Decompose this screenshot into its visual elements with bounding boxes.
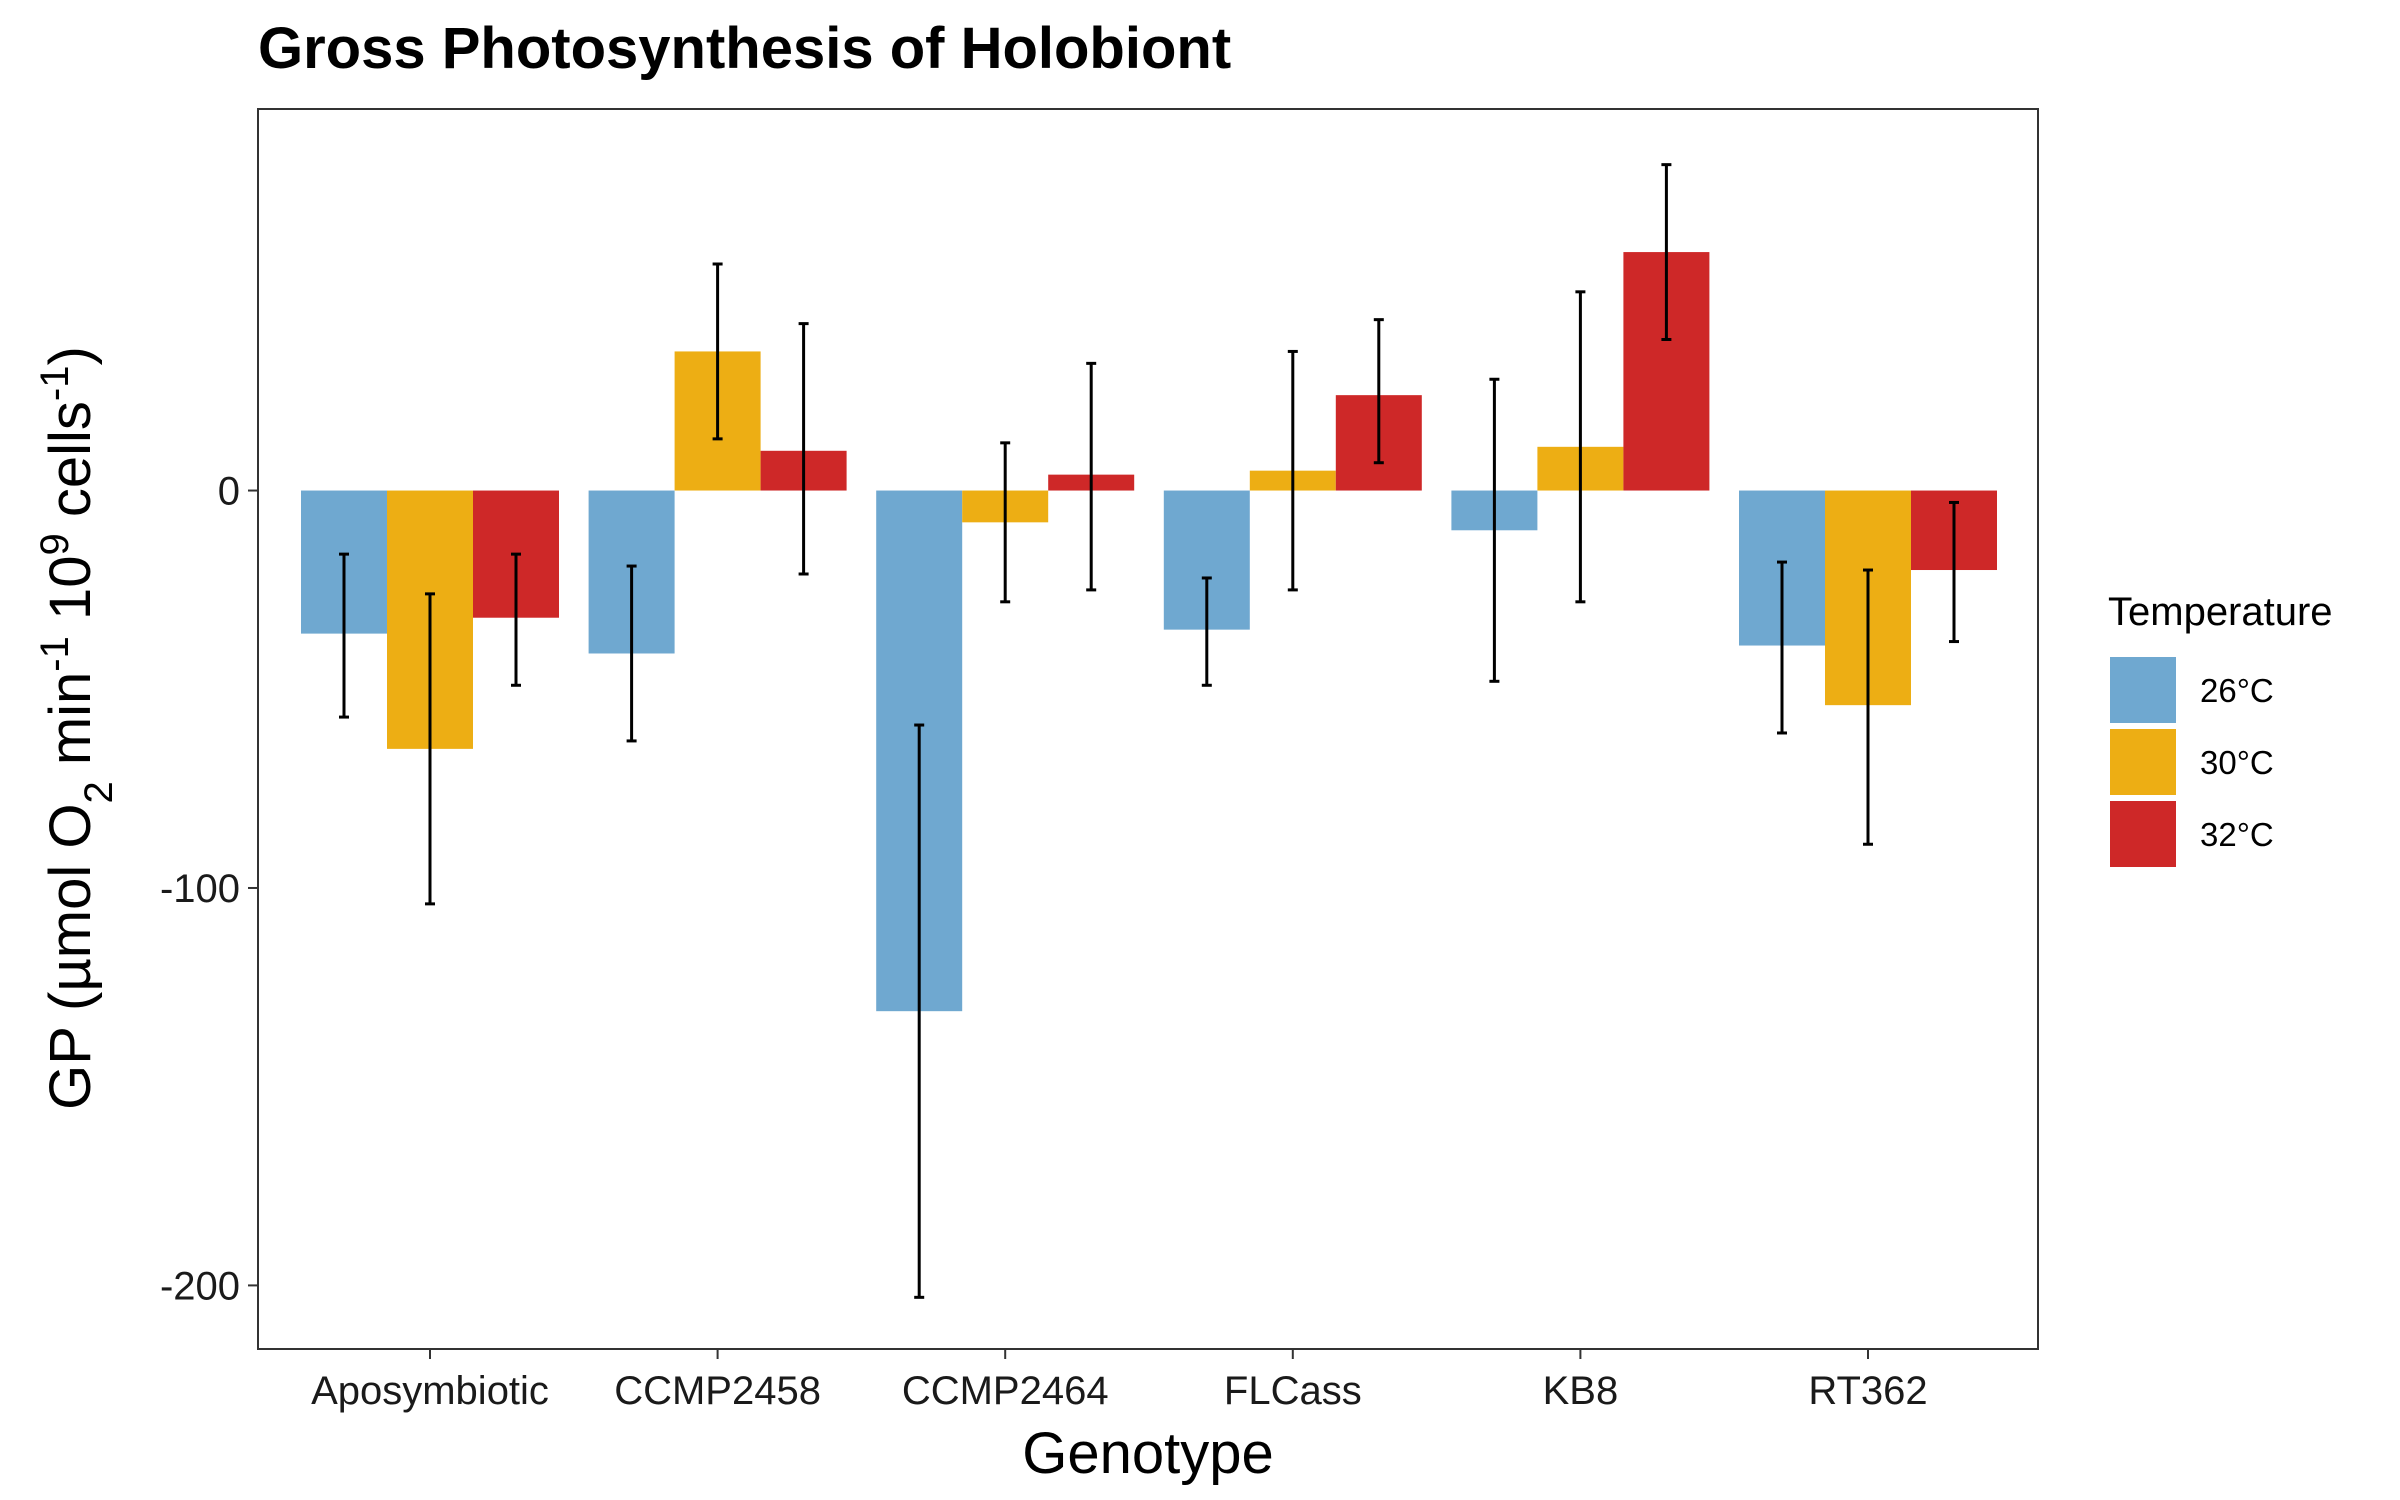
- y-title-cells-superscript: -1: [33, 366, 77, 402]
- x-tick-label: CCMP2464: [902, 1369, 1109, 1413]
- legend-label-1: 30°C: [2200, 744, 2274, 781]
- plot-panel-border: [257, 108, 2039, 1350]
- legend-label-2: 32°C: [2200, 816, 2274, 853]
- x-tick-label: RT362: [1808, 1369, 1927, 1413]
- y-title-prefix: GP (µmol O: [38, 804, 103, 1110]
- y-axis: 0 -100 -200: [160, 470, 258, 1308]
- y-tick-label: -200: [160, 1264, 240, 1308]
- y-axis-title: GP (µmol O2 min-1 109 cells-1): [33, 346, 121, 1110]
- legend-label-0: 26°C: [2200, 672, 2274, 709]
- y-title-cells: cells: [38, 401, 103, 533]
- x-tick-label: KB8: [1543, 1369, 1619, 1413]
- legend-title: Temperature: [2108, 590, 2333, 634]
- y-title-ten-superscript: 9: [33, 533, 77, 555]
- y-title-min-superscript: -1: [33, 636, 77, 672]
- legend-swatch-1: [2110, 729, 2176, 795]
- y-title-o2-subscript: 2: [77, 781, 121, 803]
- y-tick-label: -100: [160, 867, 240, 911]
- y-title-min: min: [38, 672, 103, 782]
- y-title-suffix: ): [38, 346, 103, 365]
- y-title-ten: 10: [38, 555, 103, 636]
- x-tick-label: CCMP2458: [614, 1369, 821, 1413]
- legend-swatch-0: [2110, 657, 2176, 723]
- y-tick-label: 0: [218, 470, 240, 514]
- chart-title: Gross Photosynthesis of Holobiont: [258, 16, 1231, 81]
- x-axis: Aposymbiotic CCMP2458 CCMP2464 FLCass KB8 RT3…: [311, 1349, 1928, 1413]
- x-tick-label: FLCass: [1224, 1369, 1362, 1413]
- legend: Temperature 26°C 30°C 32°C: [2108, 590, 2333, 867]
- legend-swatch-2: [2110, 801, 2176, 867]
- x-tick-label: Aposymbiotic: [311, 1369, 549, 1413]
- errorbars-layer: [339, 163, 1959, 1299]
- x-axis-title: Genotype: [1022, 1421, 1274, 1486]
